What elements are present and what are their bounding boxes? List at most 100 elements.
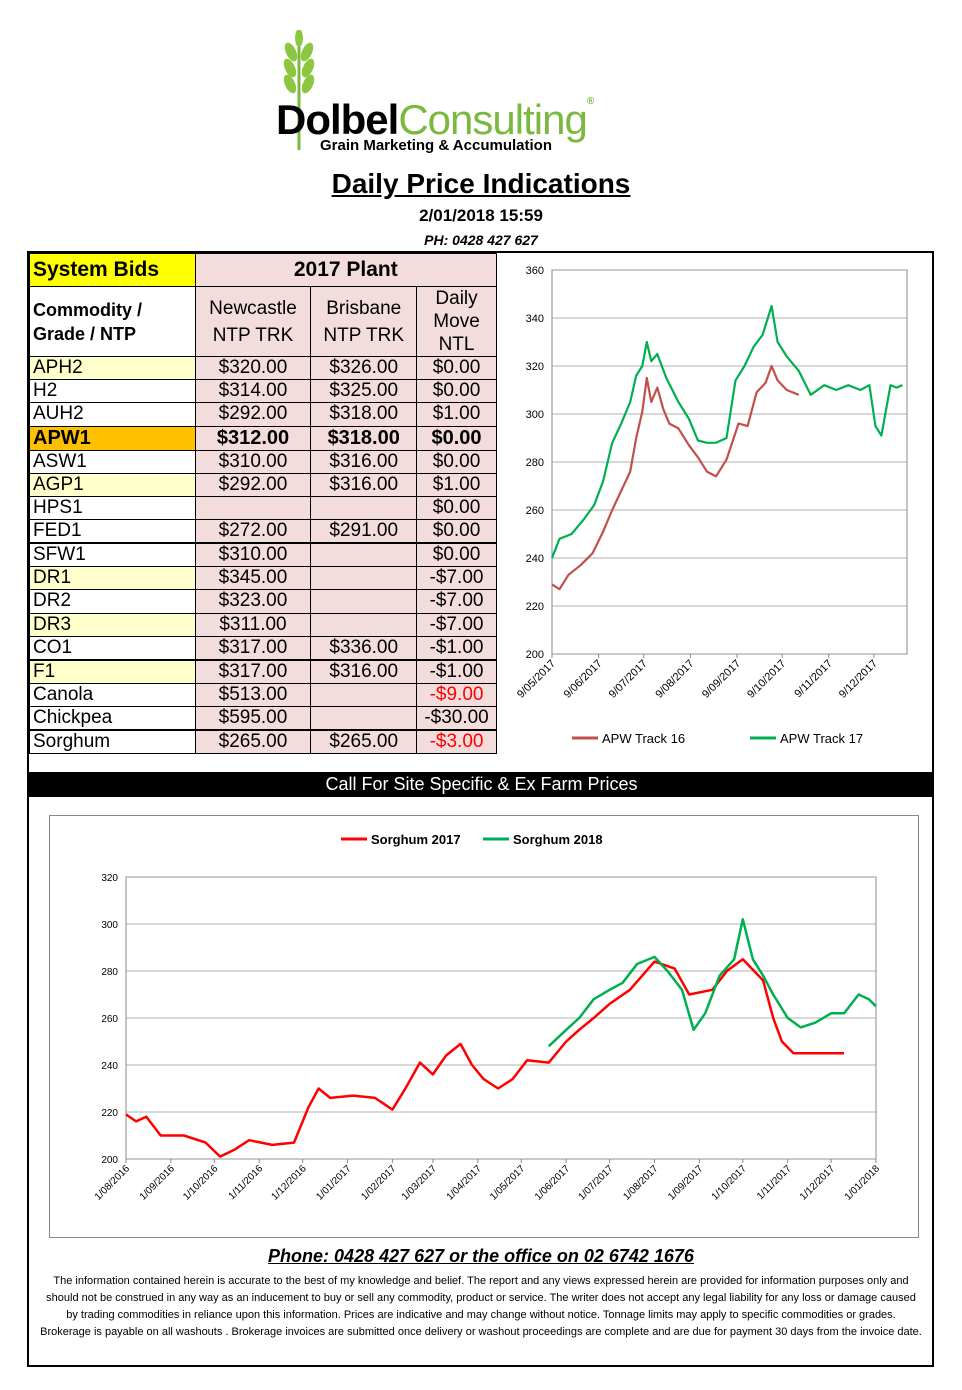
series-line-1 bbox=[551, 364, 800, 591]
bid-row: Sorghum $265.00 $265.00 -$3.00 bbox=[29, 729, 497, 754]
disclaimer-text: The information contained herein is accu… bbox=[40, 1275, 922, 1338]
daily-move-cell: $0.00 bbox=[416, 425, 497, 451]
y-tick-label: 340 bbox=[526, 313, 544, 325]
brisbane-price-cell: $316.00 bbox=[310, 449, 418, 474]
logo-brand-bold: Dolbel bbox=[276, 96, 399, 143]
series-line-2 bbox=[550, 304, 903, 559]
system-bids-table: System Bids 2017 Plant Commodity / Grade… bbox=[29, 253, 498, 754]
grade-cell: APW1 bbox=[29, 425, 196, 451]
y-tick-label: 200 bbox=[101, 1155, 118, 1166]
newcastle-price-cell: $272.00 bbox=[194, 519, 312, 544]
bid-row: FED1 $272.00 $291.00 $0.00 bbox=[29, 519, 497, 544]
newcastle-price-cell: $513.00 bbox=[194, 682, 312, 707]
bid-row: CO1 $317.00 $336.00 -$1.00 bbox=[29, 635, 497, 661]
brisbane-price-cell: $291.00 bbox=[310, 519, 418, 544]
bid-row: DR1 $345.00 -$7.00 bbox=[29, 566, 497, 591]
newcastle-price-cell: $317.00 bbox=[194, 635, 312, 661]
grade-cell: HPS1 bbox=[29, 495, 196, 521]
daily-move-cell: $0.00 bbox=[416, 355, 497, 381]
y-tick-label: 300 bbox=[101, 920, 118, 931]
daily-move-cell: $1.00 bbox=[416, 402, 497, 427]
bid-row: ASW1 $310.00 $316.00 $0.00 bbox=[29, 449, 497, 474]
brisbane-column-header: Brisbane NTP TRK bbox=[310, 286, 418, 357]
bid-row: AGP1 $292.00 $316.00 $1.00 bbox=[29, 472, 497, 497]
brisbane-price-cell: $336.00 bbox=[310, 635, 418, 661]
y-tick-label: 320 bbox=[526, 361, 544, 373]
daily-move-cell: -$7.00 bbox=[416, 589, 497, 614]
brisbane-price-cell bbox=[310, 682, 418, 707]
x-tick-label: 9/05/2017 bbox=[515, 658, 558, 701]
brisbane-price-cell bbox=[310, 589, 418, 614]
x-tick-label: 1/05/2017 bbox=[488, 1163, 528, 1203]
x-tick-label: 9/11/2017 bbox=[792, 658, 835, 701]
bid-row: APH2 $320.00 $326.00 $0.00 bbox=[29, 355, 497, 381]
company-logo: DolbelConsulting® Grain Marketing & Accu… bbox=[270, 30, 630, 160]
x-tick-label: 1/07/2017 bbox=[576, 1163, 616, 1203]
brisbane-price-cell bbox=[310, 542, 418, 568]
daily-move-cell: $0.00 bbox=[416, 449, 497, 474]
bid-row: H2 $314.00 $325.00 $0.00 bbox=[29, 379, 497, 404]
grade-cell: FED1 bbox=[29, 519, 196, 544]
report-datetime: 2/01/2018 15:59 bbox=[419, 206, 543, 225]
x-tick-label: 1/02/2017 bbox=[359, 1163, 399, 1203]
grade-cell: CO1 bbox=[29, 635, 196, 661]
logo-registered-mark: ® bbox=[586, 96, 594, 107]
grade-cell: SFW1 bbox=[29, 542, 196, 568]
x-tick-label: 1/04/2017 bbox=[445, 1163, 485, 1203]
grade-cell: DR1 bbox=[29, 566, 196, 591]
x-tick-label: 9/10/2017 bbox=[745, 658, 788, 701]
legend-label: APW Track 16 bbox=[602, 731, 685, 746]
newcastle-price-cell: $345.00 bbox=[194, 566, 312, 591]
grade-cell: AGP1 bbox=[29, 472, 196, 497]
grade-cell: H2 bbox=[29, 379, 196, 404]
daily-move-cell: -$1.00 bbox=[416, 635, 497, 661]
daily-move-cell: $0.00 bbox=[416, 379, 497, 404]
brisbane-price-cell: $318.00 bbox=[310, 425, 418, 451]
x-tick-label: 1/12/2017 bbox=[798, 1163, 838, 1203]
bid-row: SFW1 $310.00 $0.00 bbox=[29, 542, 497, 568]
brisbane-price-cell: $326.00 bbox=[310, 355, 418, 381]
daily-move-cell: -$30.00 bbox=[416, 705, 497, 731]
x-tick-label: 9/07/2017 bbox=[607, 658, 650, 701]
grade-cell: Sorghum bbox=[29, 729, 196, 754]
brisbane-price-cell bbox=[310, 612, 418, 637]
wheat-icon bbox=[283, 30, 315, 150]
grade-cell: AUH2 bbox=[29, 402, 196, 427]
x-tick-label: 1/11/2016 bbox=[227, 1163, 266, 1202]
y-tick-label: 240 bbox=[526, 553, 544, 565]
y-tick-label: 280 bbox=[526, 457, 544, 469]
page-title: Daily Price Indications bbox=[331, 168, 631, 199]
series-line-1 bbox=[125, 958, 845, 1158]
x-tick-label: 1/09/2017 bbox=[666, 1163, 706, 1203]
bid-row: Chickpea $595.00 -$30.00 bbox=[29, 705, 497, 731]
newcastle-price-cell bbox=[194, 495, 312, 521]
bid-row: DR3 $311.00 -$7.00 bbox=[29, 612, 497, 637]
grade-cell: F1 bbox=[29, 659, 196, 684]
grade-cell: Chickpea bbox=[29, 705, 196, 731]
daily-move-cell: $0.00 bbox=[416, 542, 497, 568]
x-tick-label: 1/10/2017 bbox=[710, 1163, 750, 1203]
brisbane-price-cell bbox=[310, 566, 418, 591]
x-tick-label: 9/09/2017 bbox=[700, 658, 743, 701]
x-tick-label: 1/08/2017 bbox=[621, 1163, 661, 1203]
newcastle-price-cell: $292.00 bbox=[194, 402, 312, 427]
newcastle-price-cell: $310.00 bbox=[194, 449, 312, 474]
brisbane-price-cell: $316.00 bbox=[310, 659, 418, 684]
newcastle-price-cell: $292.00 bbox=[194, 472, 312, 497]
daily-move-column-header: Daily Move NTL bbox=[416, 286, 497, 357]
x-tick-label: 1/06/2017 bbox=[533, 1163, 573, 1203]
x-tick-label: 1/01/2017 bbox=[314, 1163, 354, 1203]
newcastle-price-cell: $265.00 bbox=[194, 729, 312, 754]
daily-move-cell: -$9.00 bbox=[416, 682, 497, 707]
daily-move-cell: -$3.00 bbox=[416, 729, 497, 754]
sorghum-chart-frame bbox=[49, 815, 919, 1238]
bid-row: Canola $513.00 -$9.00 bbox=[29, 682, 497, 707]
brisbane-price-cell bbox=[310, 705, 418, 731]
plant-year-header: 2017 Plant bbox=[194, 253, 498, 287]
bid-row: F1 $317.00 $316.00 -$1.00 bbox=[29, 659, 497, 684]
newcastle-price-cell: $310.00 bbox=[194, 542, 312, 568]
x-tick-label: 1/01/2018 bbox=[843, 1163, 883, 1203]
logo-brand-light: Consulting bbox=[398, 96, 587, 143]
daily-move-cell: -$7.00 bbox=[416, 612, 497, 637]
